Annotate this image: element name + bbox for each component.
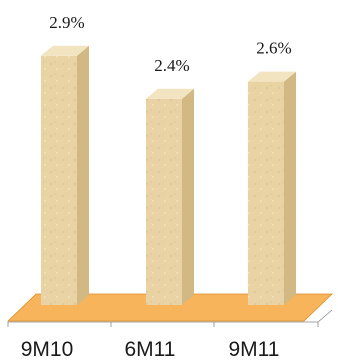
bar-9M11: [248, 71, 296, 305]
data-label: 2.4%: [154, 56, 189, 75]
bar-top-face: [41, 45, 89, 56]
category-labels-group: 9M10 6M11 9M11: [21, 338, 280, 361]
bar-6M11: [146, 88, 194, 305]
bars-group: [41, 45, 296, 305]
bar-front-face: [41, 55, 77, 305]
x-axis-depth-line: [317, 309, 333, 323]
bar-front-face: [248, 81, 284, 305]
bar-side-face: [77, 45, 89, 305]
bar-side-face: [182, 88, 194, 305]
bar-front-face: [146, 98, 182, 305]
x-tick-label: 9M11: [229, 338, 280, 361]
bar-top-face: [146, 88, 194, 99]
bar-9M10: [41, 45, 89, 305]
x-tick-label: 9M10: [21, 338, 74, 361]
data-label: 2.6%: [256, 39, 291, 58]
bar-top-face: [248, 71, 296, 82]
bar-side-face: [284, 71, 296, 305]
data-labels-group: 2.9% 2.4% 2.6%: [49, 13, 291, 75]
data-label: 2.9%: [49, 13, 84, 32]
x-tick-label: 6M11: [125, 338, 176, 361]
